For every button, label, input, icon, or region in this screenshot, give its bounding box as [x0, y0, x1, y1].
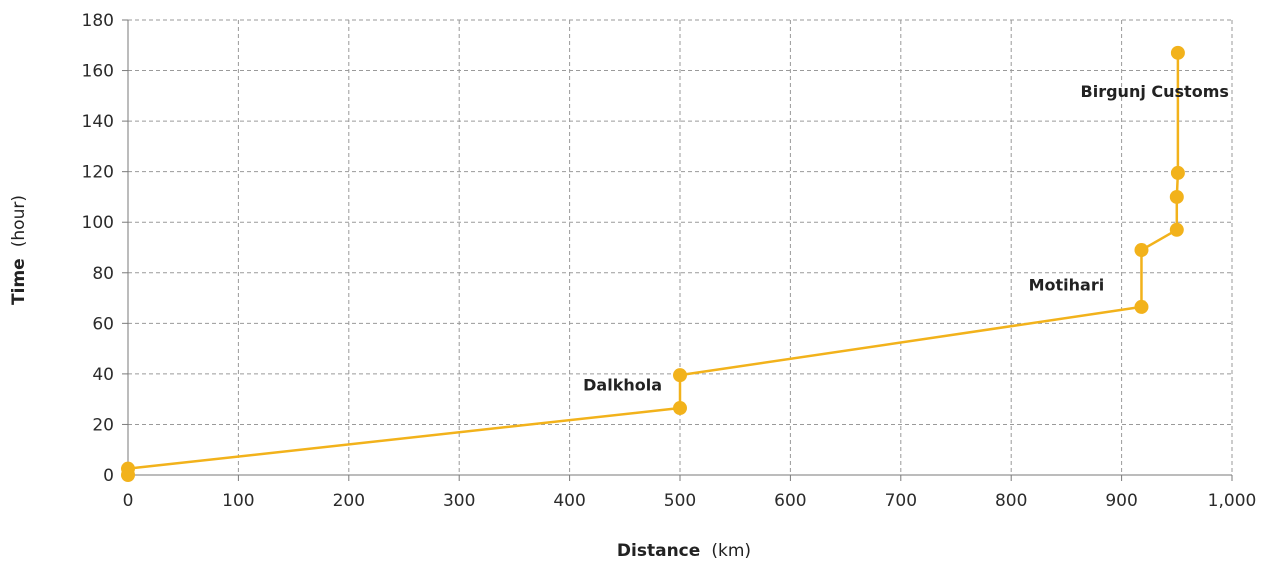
x-tick-labels: 0 100 200 300 400 500 600 700 800 900 1,000 — [123, 475, 1257, 511]
y-axis-title: Time (hour) — [9, 195, 29, 305]
x-axis-title: Distance (km) — [617, 541, 751, 561]
x-tick-label: 200 — [333, 491, 365, 511]
data-point — [1170, 165, 1185, 180]
x-axis-title-bold: Distance — [617, 541, 700, 561]
x-tick-label: 800 — [995, 491, 1027, 511]
x-tick-label: 500 — [664, 491, 696, 511]
y-axis-title-unit: (hour) — [9, 195, 29, 247]
grid — [128, 19, 1233, 475]
y-tick-label: 20 — [92, 415, 114, 435]
x-tick-label: 600 — [774, 491, 806, 511]
annotation-label: Birgunj Customs — [1081, 82, 1229, 101]
data-point — [1169, 189, 1184, 204]
x-axis-title-unit: (km) — [711, 541, 751, 561]
annotation-label: Dalkhola — [583, 375, 662, 394]
x-tick-label: 400 — [553, 491, 585, 511]
data-point — [121, 461, 135, 476]
data-point — [673, 401, 687, 416]
y-tick-label: 40 — [92, 365, 114, 385]
data-point — [1134, 299, 1149, 314]
y-tick-labels: 0 20 40 60 80 100 120 140 160 180 — [82, 11, 128, 486]
annotation-label: Motihari — [1029, 275, 1105, 294]
data-point — [1169, 222, 1184, 237]
annotations: Dalkhola Motihari Birgunj Customs — [583, 82, 1229, 394]
data-point — [1170, 45, 1185, 60]
y-axis-title-bold: Time — [9, 258, 29, 305]
x-tick-label: 700 — [885, 491, 917, 511]
y-tick-label: 100 — [82, 213, 114, 233]
series-line — [126, 52, 1180, 475]
y-tick-label: 140 — [82, 112, 114, 132]
x-tick-label: 1,000 — [1208, 491, 1257, 511]
x-tick-label: 900 — [1105, 491, 1137, 511]
x-tick-label: 300 — [443, 491, 475, 511]
y-tick-label: 80 — [92, 264, 114, 284]
x-tick-label: 0 — [123, 491, 134, 511]
y-tick-label: 120 — [82, 163, 114, 183]
y-tick-label: 160 — [82, 62, 114, 82]
data-point — [1134, 243, 1149, 258]
x-tick-label: 100 — [222, 491, 254, 511]
y-tick-label: 60 — [92, 314, 114, 334]
series — [121, 45, 1185, 482]
data-point — [673, 368, 687, 383]
y-tick-label: 0 — [103, 466, 114, 486]
y-tick-label: 180 — [82, 11, 114, 31]
